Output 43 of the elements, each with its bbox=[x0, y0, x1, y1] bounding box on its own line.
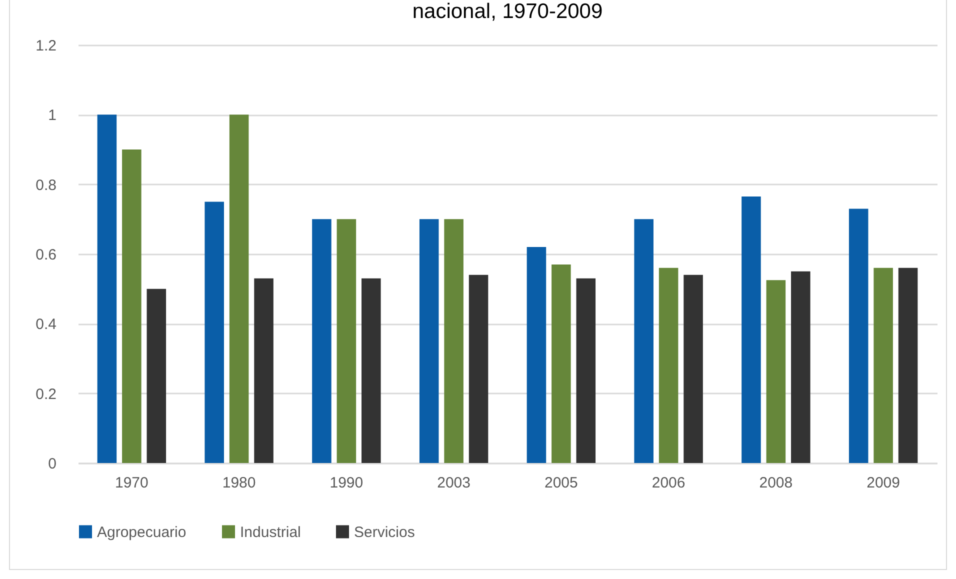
bar bbox=[204, 202, 224, 463]
bar bbox=[742, 196, 761, 463]
legend-label: Servicios bbox=[354, 524, 415, 541]
x-tick-label: 1980 bbox=[222, 474, 256, 492]
bar bbox=[898, 268, 918, 463]
y-tick-label: 1.2 bbox=[36, 38, 56, 54]
y-tick-label: 0 bbox=[48, 456, 56, 472]
bar bbox=[468, 274, 488, 463]
chart-title: nacional, 1970-2009 bbox=[412, 0, 603, 23]
legend-label: Industrial bbox=[240, 524, 301, 541]
x-tick-label: 2005 bbox=[544, 474, 578, 492]
bar bbox=[791, 271, 810, 463]
x-tick-label: 2003 bbox=[437, 474, 470, 492]
bar bbox=[336, 219, 356, 463]
bar bbox=[576, 278, 596, 463]
legend-label: Agropecuario bbox=[97, 524, 186, 541]
bar bbox=[444, 219, 464, 463]
bar bbox=[552, 264, 571, 463]
y-tick-label: 1 bbox=[48, 107, 56, 124]
bar bbox=[97, 114, 117, 463]
bar bbox=[658, 268, 678, 463]
bar bbox=[848, 208, 868, 463]
x-tick-label: 1990 bbox=[330, 474, 364, 492]
bar bbox=[766, 280, 786, 463]
y-tick-label: 0.4 bbox=[36, 316, 56, 334]
y-tick-label: 0.8 bbox=[36, 176, 56, 194]
bar bbox=[254, 278, 274, 463]
y-tick-label: 0.2 bbox=[36, 386, 56, 403]
x-tick-label: 2006 bbox=[652, 474, 686, 492]
bar bbox=[874, 268, 893, 463]
x-tick-label: 2009 bbox=[866, 474, 900, 492]
bar bbox=[122, 150, 142, 463]
bar bbox=[634, 219, 654, 463]
bar bbox=[146, 288, 166, 463]
bar bbox=[312, 219, 332, 463]
x-tick-label: 1970 bbox=[115, 474, 148, 492]
x-tick-label: 2008 bbox=[759, 474, 793, 492]
bar bbox=[229, 114, 249, 463]
y-tick-label: 0.6 bbox=[36, 246, 56, 264]
bar bbox=[362, 278, 381, 463]
bar bbox=[419, 219, 439, 463]
bar bbox=[526, 247, 546, 463]
bar bbox=[684, 274, 703, 463]
